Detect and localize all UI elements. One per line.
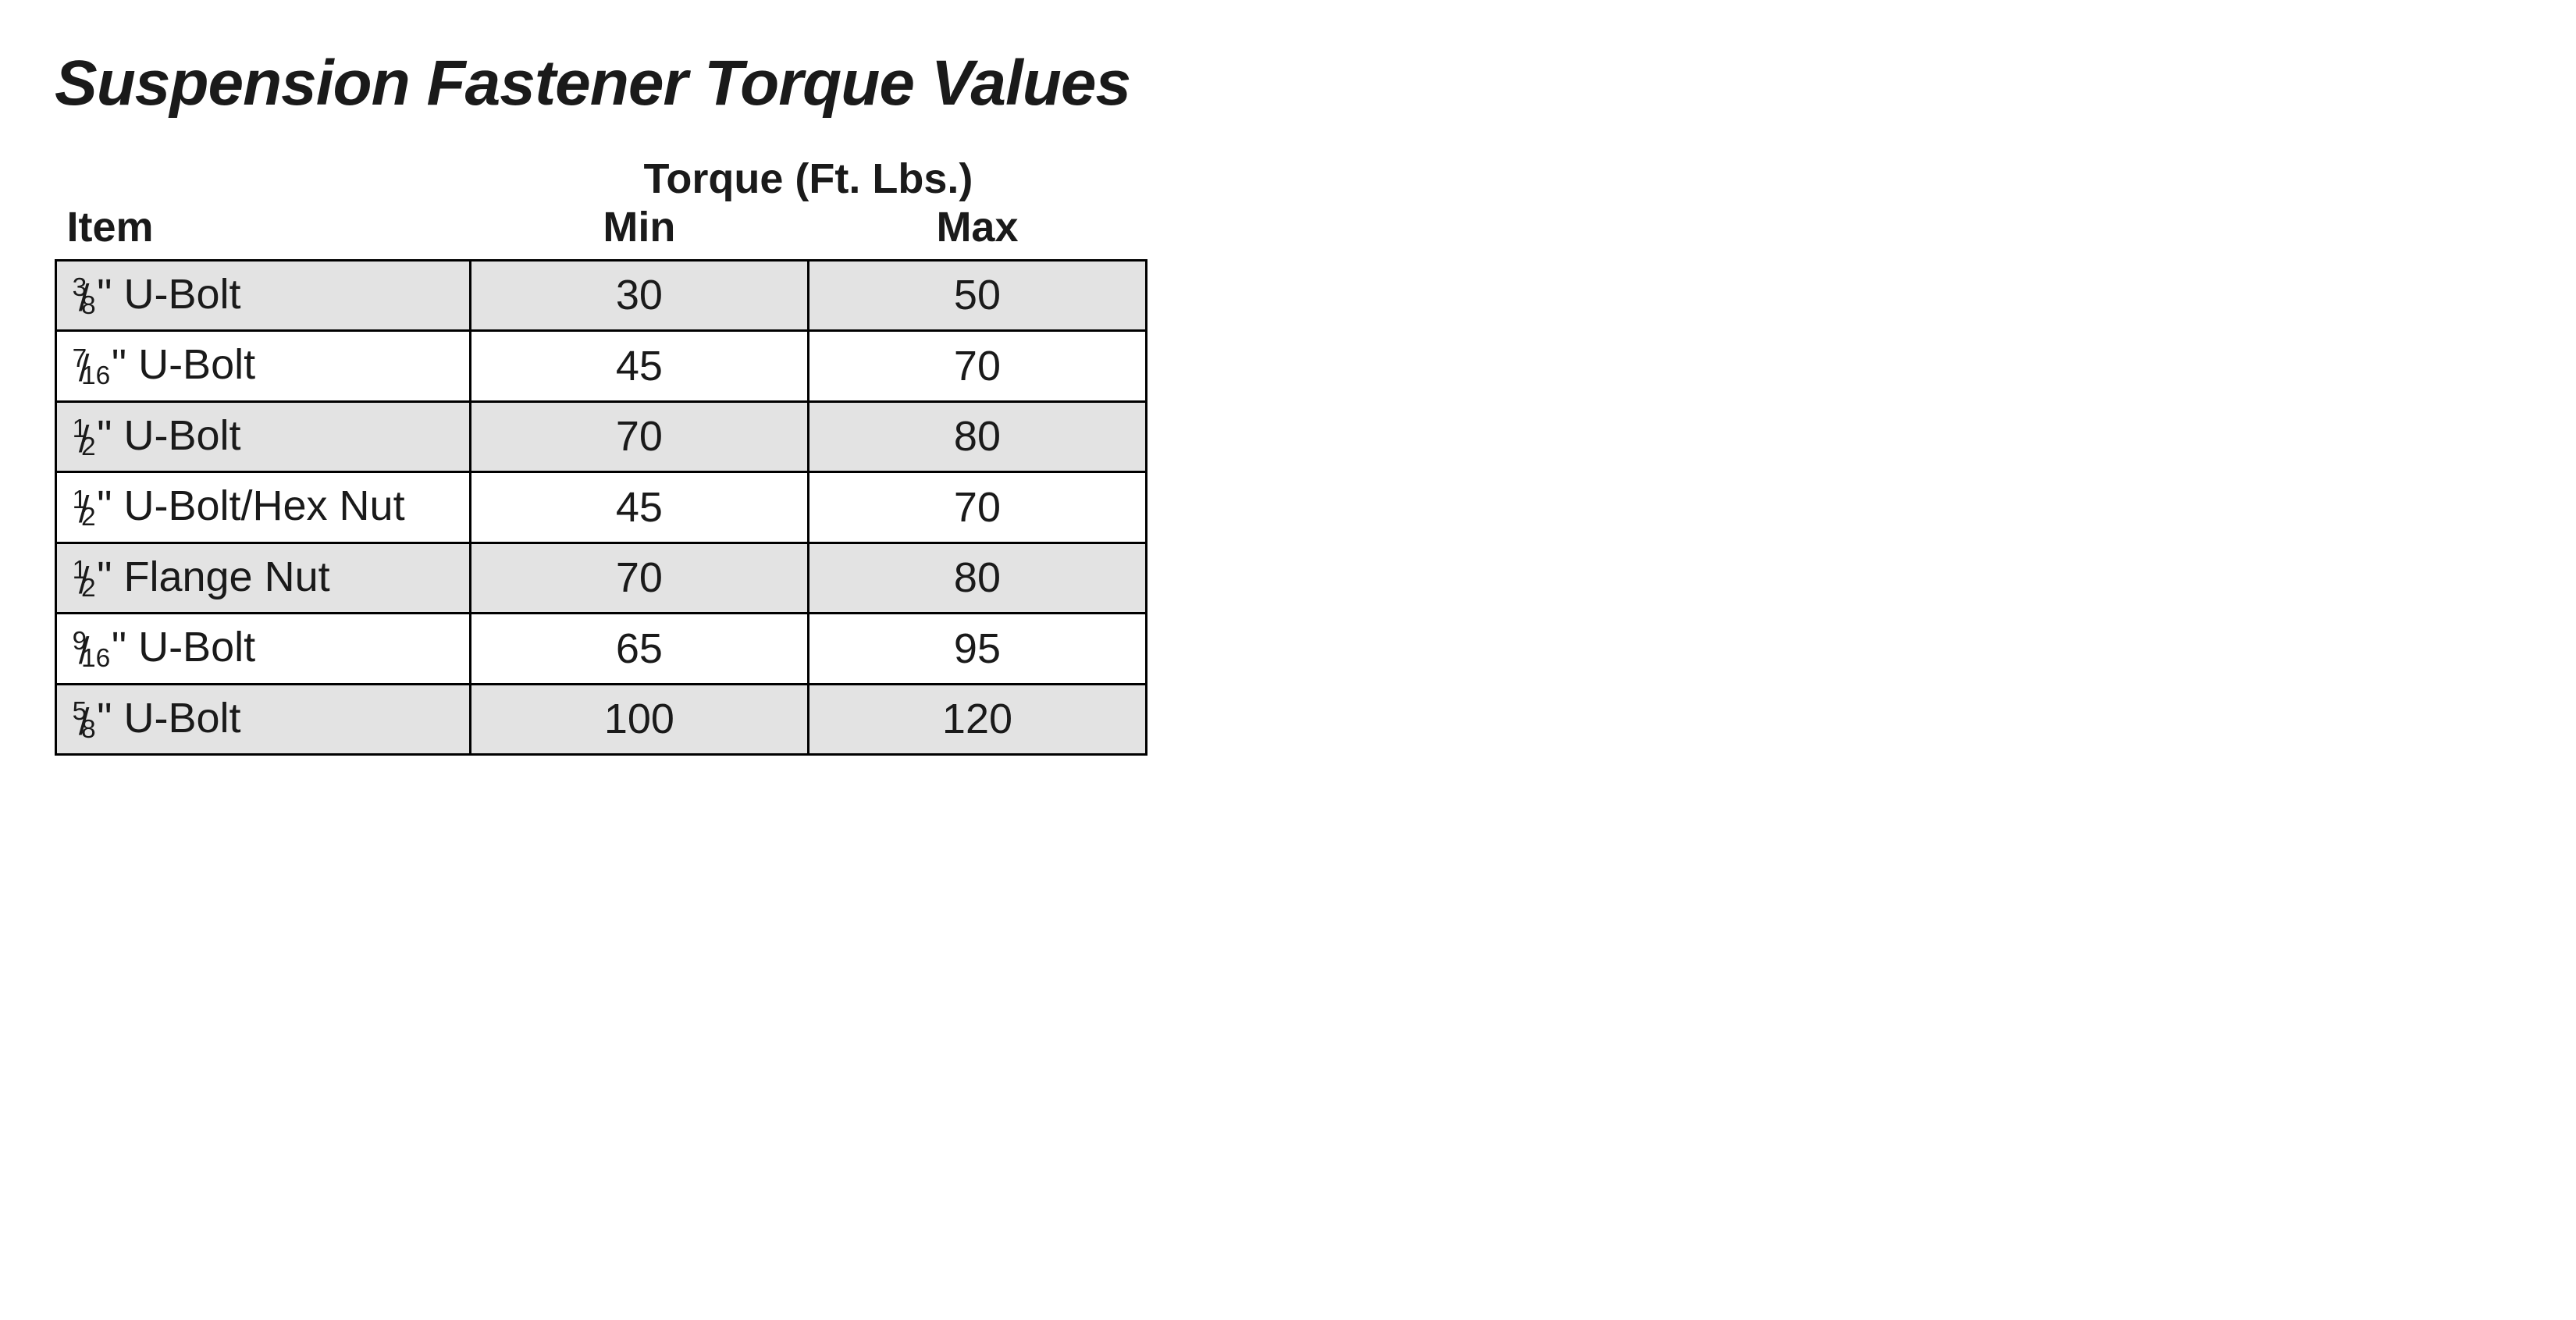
table-row: 1/2" Flange Nut7080: [56, 543, 1147, 613]
item-label: " U-Bolt: [97, 695, 240, 742]
table-row: 1/2" U-Bolt7080: [56, 401, 1147, 471]
col-header-torque: Torque (Ft. Lbs.): [470, 151, 1146, 203]
cell-max: 95: [808, 614, 1146, 684]
item-label: " U-Bolt: [97, 412, 240, 459]
col-header-max: Max: [808, 203, 1146, 261]
item-label: " U-Bolt: [112, 341, 255, 388]
fraction: 9/16: [71, 624, 112, 675]
cell-min: 45: [470, 331, 808, 401]
page-title: Suspension Fastener Torque Values: [55, 47, 2521, 120]
fraction-denominator: 8: [81, 291, 96, 320]
cell-max: 70: [808, 331, 1146, 401]
fraction: 1/2: [71, 413, 97, 464]
fraction: 5/8: [71, 696, 97, 746]
cell-item: 7/16" U-Bolt: [56, 331, 471, 401]
cell-max: 50: [808, 261, 1146, 331]
cell-item: 1/2" Flange Nut: [56, 543, 471, 613]
item-label: " U-Bolt: [112, 624, 255, 671]
fraction-denominator: 2: [81, 503, 96, 532]
fraction: 7/16: [71, 342, 112, 393]
fraction: 1/2: [71, 554, 97, 605]
fraction-denominator: 16: [81, 644, 110, 673]
cell-max: 80: [808, 543, 1146, 613]
cell-max: 120: [808, 684, 1146, 754]
table-row: 5/8" U-Bolt100120: [56, 684, 1147, 754]
cell-min: 70: [470, 401, 808, 471]
item-label: " Flange Nut: [97, 553, 329, 600]
table-row: 3/8" U-Bolt3050: [56, 261, 1147, 331]
fraction-denominator: 2: [81, 574, 96, 603]
cell-item: 9/16" U-Bolt: [56, 614, 471, 684]
cell-item: 1/2" U-Bolt/Hex Nut: [56, 472, 471, 543]
cell-min: 45: [470, 472, 808, 543]
cell-item: 5/8" U-Bolt: [56, 684, 471, 754]
col-header-min: Min: [470, 203, 808, 261]
torque-table: Item Torque (Ft. Lbs.) Min Max 3/8" U-Bo…: [55, 151, 1147, 756]
cell-item: 3/8" U-Bolt: [56, 261, 471, 331]
fraction-denominator: 16: [81, 361, 110, 390]
cell-max: 80: [808, 401, 1146, 471]
table-row: 7/16" U-Bolt4570: [56, 331, 1147, 401]
fraction-denominator: 2: [81, 432, 96, 461]
fraction: 1/2: [71, 483, 97, 534]
table-row: 1/2" U-Bolt/Hex Nut4570: [56, 472, 1147, 543]
fraction: 3/8: [71, 272, 97, 322]
item-label: " U-Bolt/Hex Nut: [97, 482, 404, 529]
table-row: 9/16" U-Bolt6595: [56, 614, 1147, 684]
cell-item: 1/2" U-Bolt: [56, 401, 471, 471]
cell-min: 30: [470, 261, 808, 331]
item-label: " U-Bolt: [97, 271, 240, 318]
cell-min: 70: [470, 543, 808, 613]
cell-min: 100: [470, 684, 808, 754]
torque-table-body: 3/8" U-Bolt30507/16" U-Bolt45701/2" U-Bo…: [56, 261, 1147, 755]
fraction-denominator: 8: [81, 715, 96, 744]
cell-min: 65: [470, 614, 808, 684]
cell-max: 70: [808, 472, 1146, 543]
col-header-item: Item: [56, 151, 471, 261]
